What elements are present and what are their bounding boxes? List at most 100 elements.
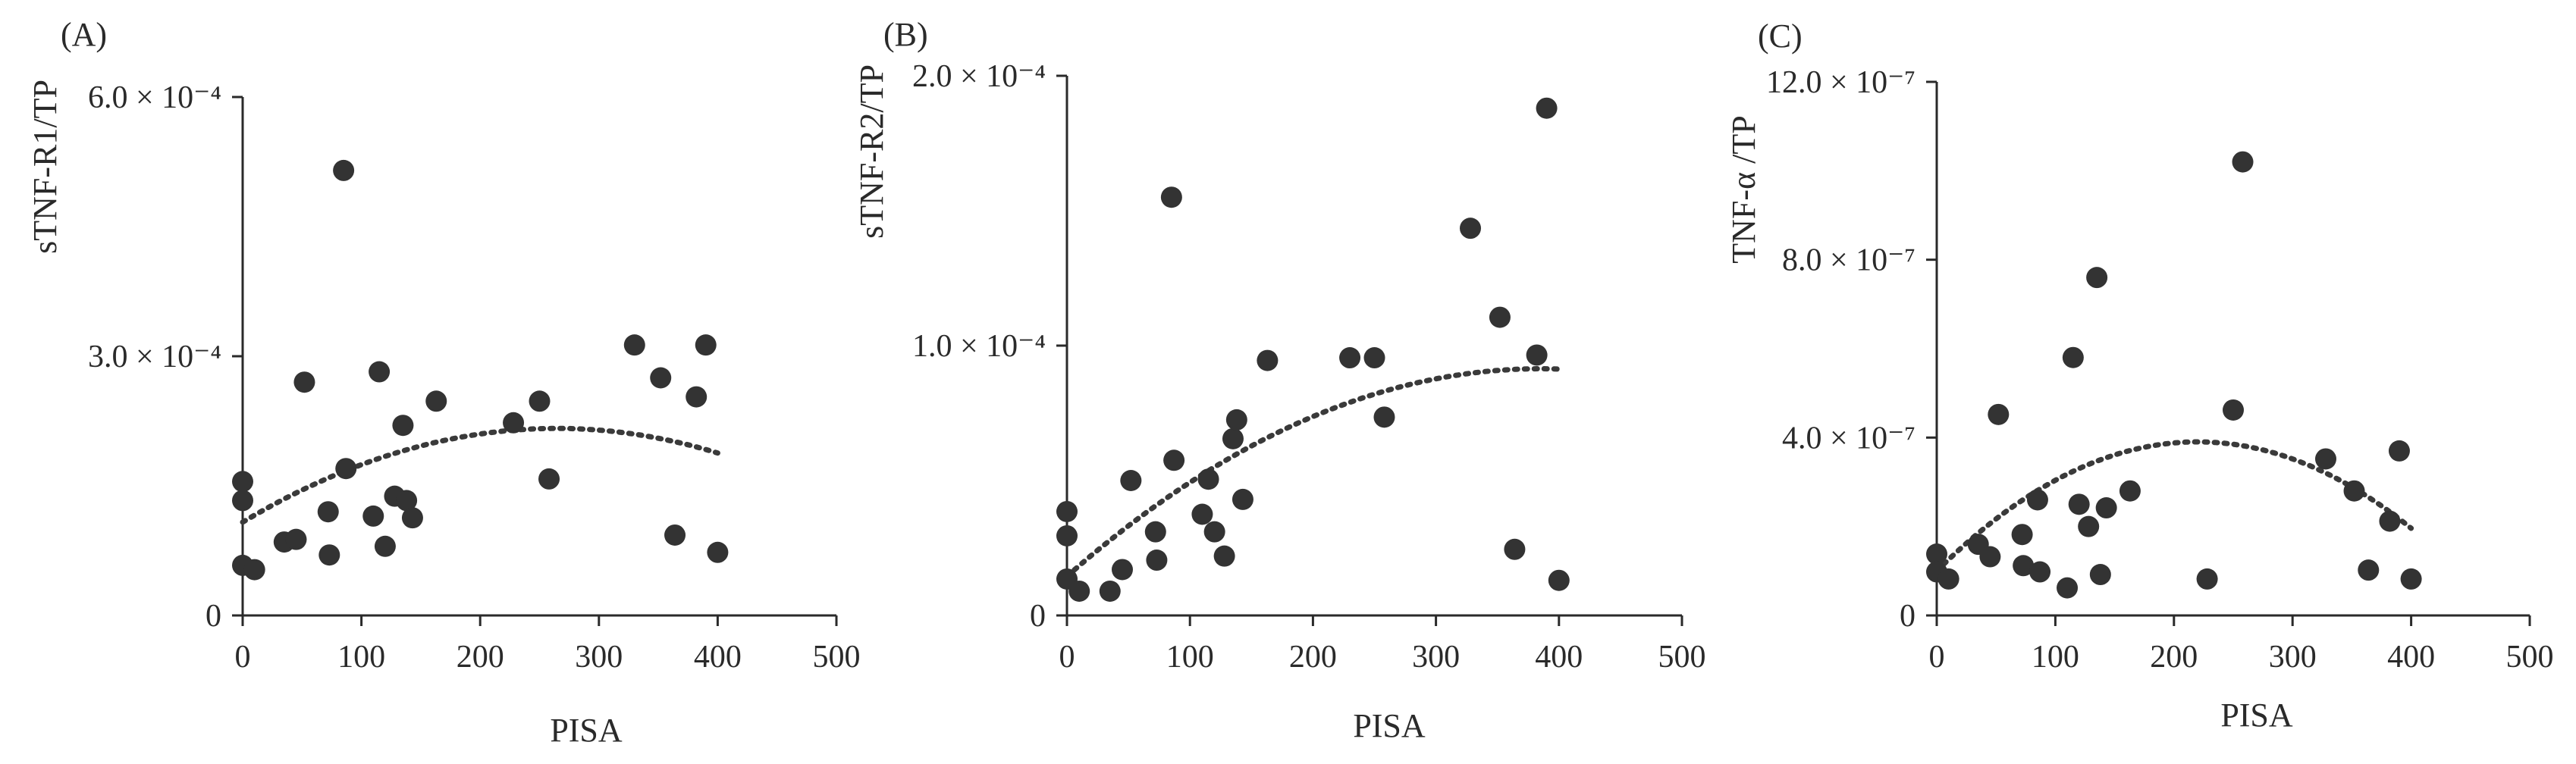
data-point <box>1460 218 1482 240</box>
data-point <box>2388 440 2410 462</box>
y-tick-label: 8.0 × 10⁻⁷ <box>1782 243 1916 278</box>
data-point <box>2119 480 2141 502</box>
data-point <box>369 361 391 383</box>
data-point <box>285 528 307 550</box>
data-point <box>401 507 423 529</box>
data-point <box>1213 545 1235 567</box>
data-point <box>2196 568 2218 590</box>
data-point <box>650 367 672 389</box>
x-tick-label: 500 <box>2506 640 2554 675</box>
data-point <box>1257 349 1279 371</box>
panel-label: (B) <box>883 16 928 53</box>
data-point <box>1526 344 1548 366</box>
data-point <box>538 468 560 490</box>
y-tick-label: 12.0 × 10⁻⁷ <box>1766 65 1916 100</box>
data-point <box>1197 468 1219 490</box>
data-point <box>333 159 355 181</box>
x-tick-label: 300 <box>1412 640 1460 675</box>
x-axis-label: PISA <box>550 712 623 749</box>
y-tick-label: 0 <box>206 599 221 634</box>
x-tick-label: 100 <box>337 640 385 675</box>
data-point <box>2343 480 2365 502</box>
chart-panel-c: 0 100 200 300 400 500 0 4.0 × 10⁻⁷ 8.0 × 10⁻⁷ 12.… <box>1725 17 2554 734</box>
panel-label: (A) <box>61 16 107 53</box>
x-tick-label: 0 <box>1059 640 1075 675</box>
data-point <box>2062 346 2084 368</box>
data-point <box>2379 510 2401 532</box>
data-point <box>1536 97 1558 119</box>
data-point <box>1926 543 1947 565</box>
x-tick-label: 200 <box>2150 640 2198 675</box>
data-point <box>2223 399 2244 421</box>
data-point <box>664 524 686 546</box>
data-point <box>1232 488 1253 510</box>
data-point <box>1363 347 1385 369</box>
data-point <box>2089 564 2111 586</box>
data-point <box>2400 568 2422 590</box>
x-tick-label: 100 <box>1166 640 1214 675</box>
x-tick-label: 500 <box>813 640 861 675</box>
data-point <box>1191 503 1213 525</box>
data-point <box>686 386 708 408</box>
x-tick-label: 400 <box>2387 640 2435 675</box>
x-axis-label: PISA <box>2220 697 2293 734</box>
y-tick-label: 0 <box>1900 599 1916 634</box>
data-point <box>243 559 265 581</box>
data-point <box>1504 538 1526 560</box>
panel-label: (C) <box>1758 17 1803 55</box>
data-point <box>503 412 525 434</box>
x-tick-label: 500 <box>1658 640 1706 675</box>
data-point <box>2086 267 2108 289</box>
data-point <box>1068 580 1090 602</box>
y-axis-label: sTNF-R2/TP <box>853 64 890 239</box>
data-point <box>2068 493 2090 515</box>
data-point <box>318 544 340 566</box>
y-tick-label: 0 <box>1030 599 1046 634</box>
data-point <box>623 334 645 356</box>
trend-line <box>240 425 720 525</box>
data-point <box>1144 521 1166 543</box>
chart-panel-b: 0 100 200 300 400 500 0 1.0 × 10⁻⁴ 2.0 × 10⁻⁴ (B)… <box>853 16 1706 744</box>
x-tick-label: 400 <box>1535 640 1583 675</box>
data-point <box>392 415 414 437</box>
x-tick-label: 300 <box>575 640 623 675</box>
data-point <box>2013 555 2035 577</box>
data-point <box>1163 449 1185 471</box>
data-point <box>362 505 384 527</box>
data-point <box>2232 151 2254 173</box>
data-point <box>1203 521 1225 543</box>
y-axis-label: TNF-α /TP <box>1725 115 1762 263</box>
data-point <box>1111 559 1133 581</box>
y-tick-label: 4.0 × 10⁻⁷ <box>1782 421 1916 456</box>
y-tick-label: 3.0 × 10⁻⁴ <box>88 340 221 374</box>
x-tick-label: 0 <box>1929 640 1945 675</box>
data-point <box>2057 577 2079 599</box>
data-point <box>335 458 357 480</box>
data-point <box>425 390 447 412</box>
trend-line <box>1934 439 2414 574</box>
y-tick-label: 1.0 × 10⁻⁴ <box>912 329 1046 364</box>
x-tick-label: 400 <box>694 640 742 675</box>
data-point <box>1120 470 1142 491</box>
data-point <box>1056 524 1078 546</box>
data-point <box>2358 559 2380 581</box>
data-point <box>707 541 729 563</box>
data-point <box>1160 186 1182 208</box>
y-tick-label: 6.0 × 10⁻⁴ <box>88 80 221 115</box>
data-point <box>232 490 253 512</box>
data-point <box>374 535 396 557</box>
data-point <box>1937 568 1959 590</box>
data-point <box>232 471 253 493</box>
data-point <box>2095 497 2117 519</box>
data-point <box>1548 569 1570 591</box>
data-point <box>2314 448 2336 470</box>
data-point <box>529 390 551 412</box>
data-point <box>695 334 717 356</box>
data-point <box>1339 347 1361 369</box>
data-point <box>2011 524 2033 546</box>
data-point <box>317 501 339 523</box>
data-point <box>1979 546 2001 568</box>
x-tick-label: 300 <box>2269 640 2317 675</box>
data-point <box>1489 306 1511 328</box>
